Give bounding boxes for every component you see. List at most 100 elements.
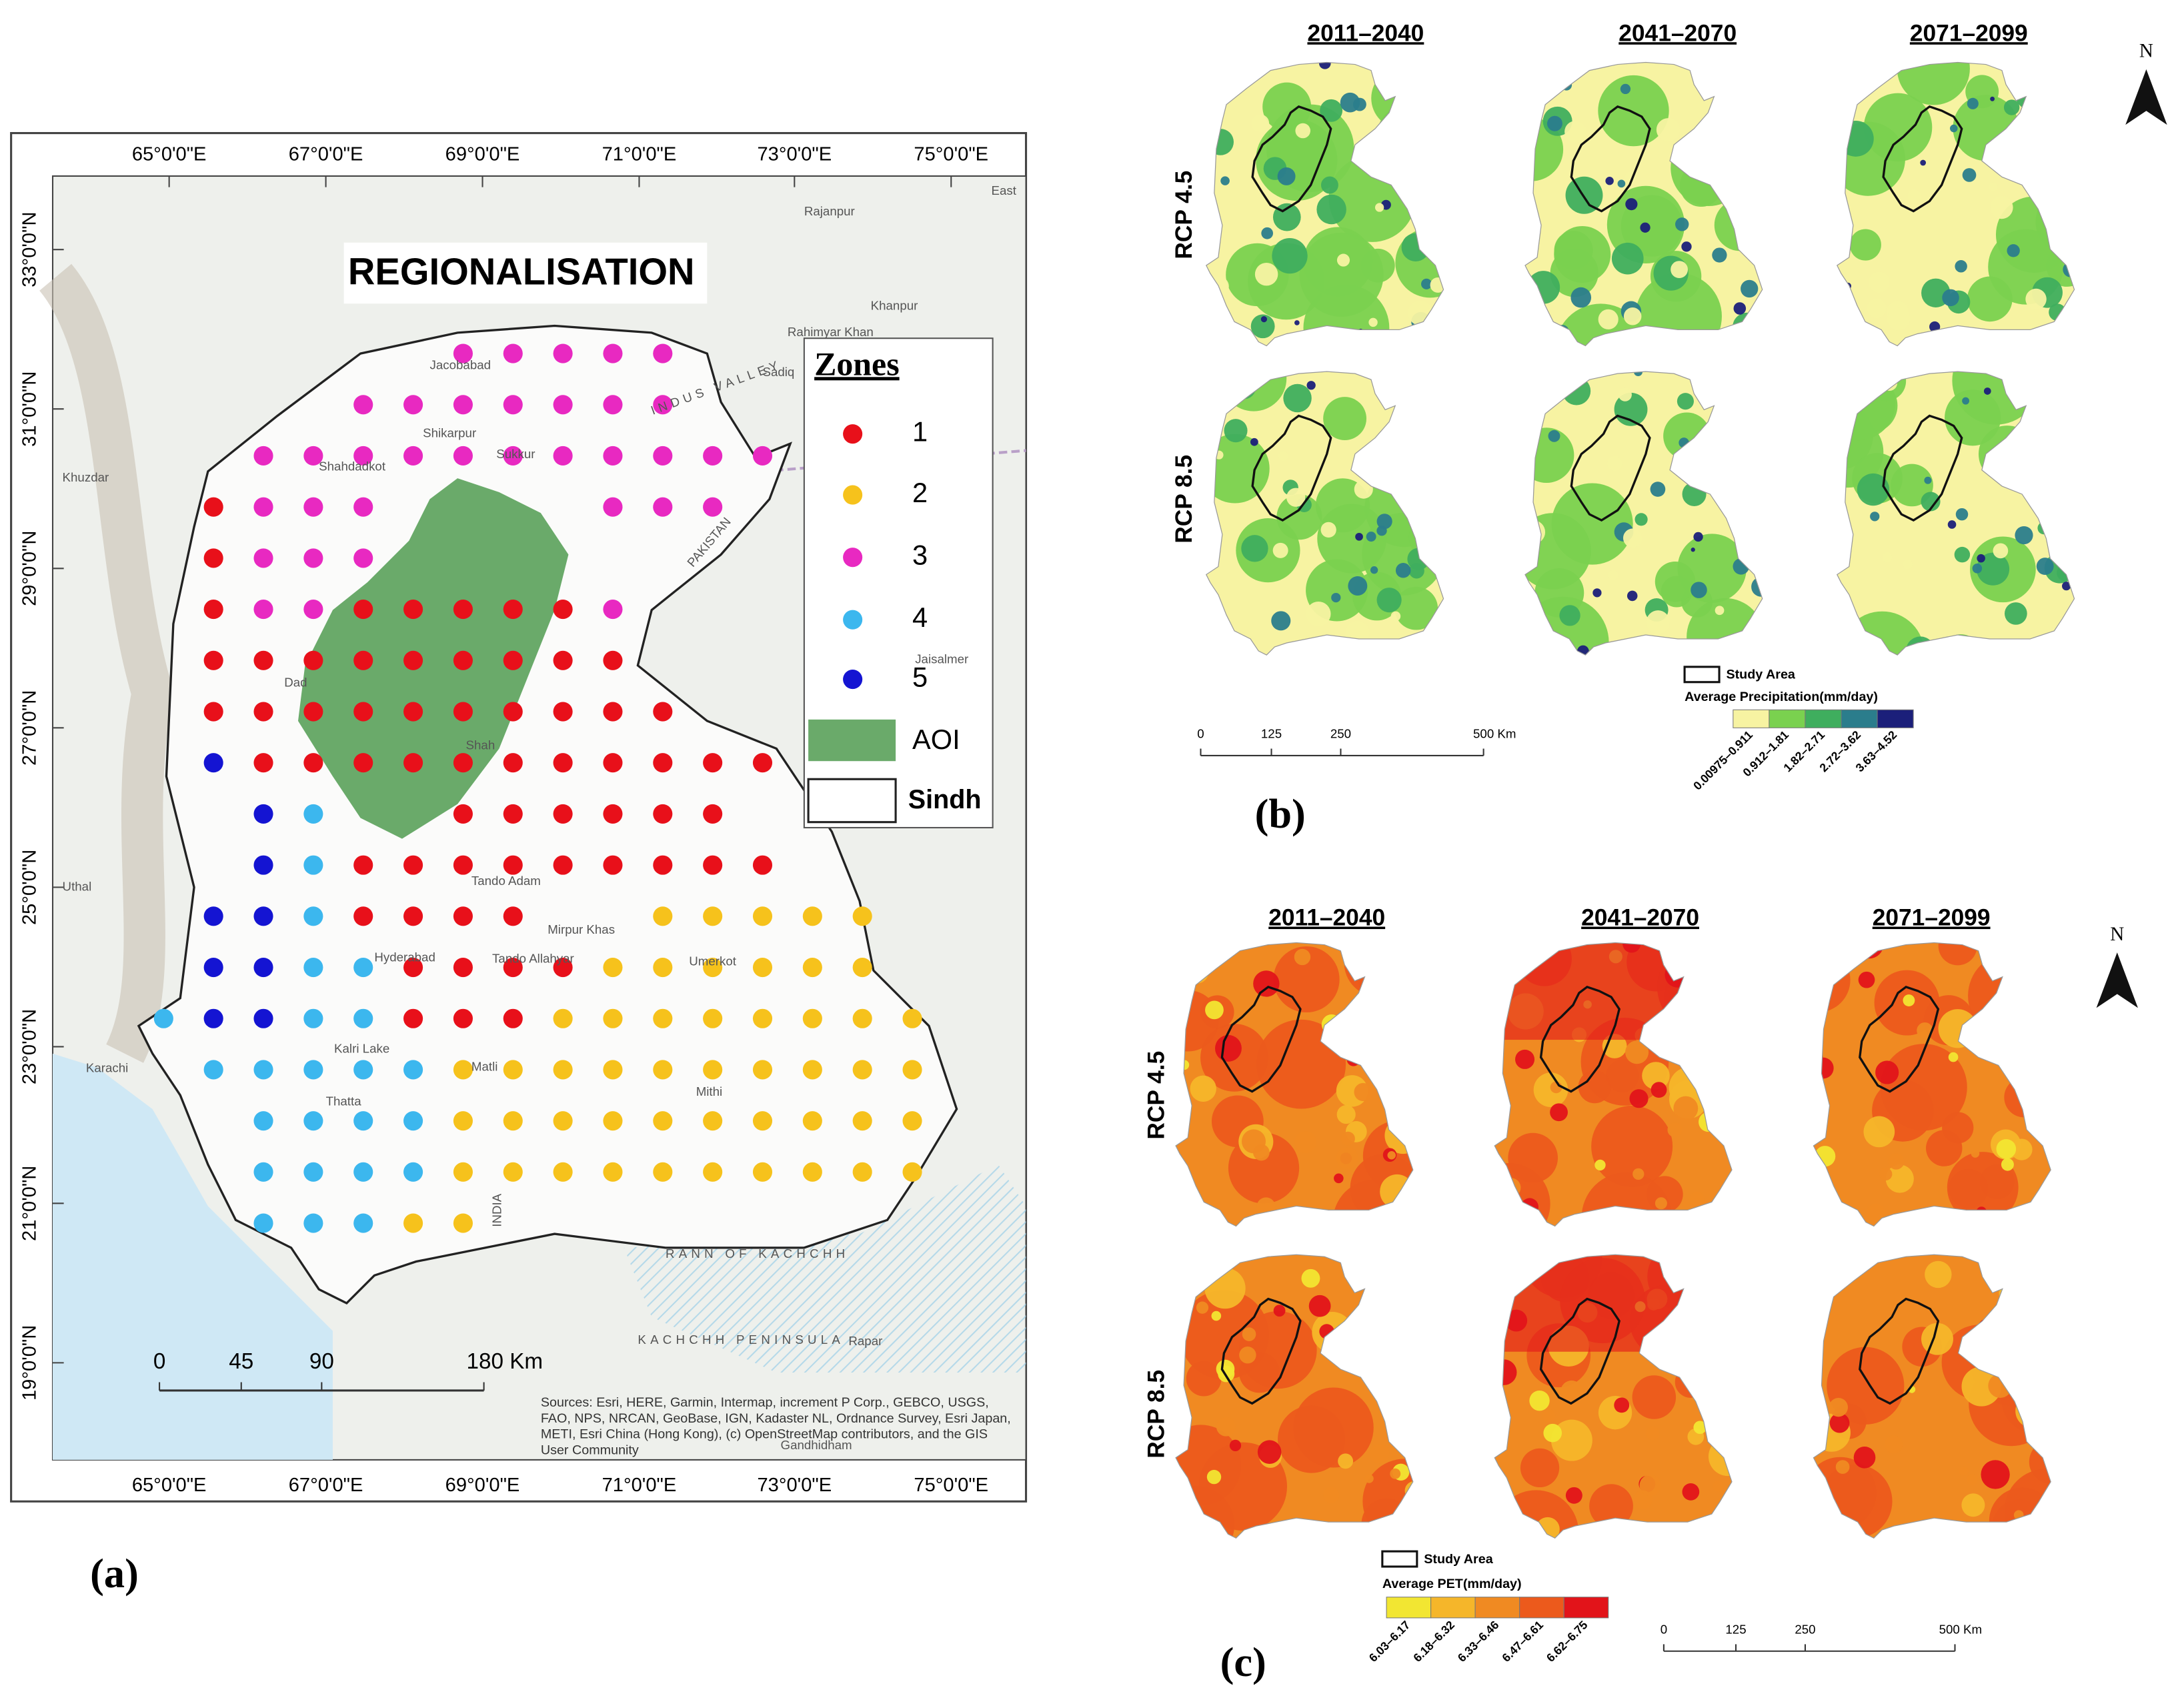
raster-patch xyxy=(1524,639,1538,656)
raster-patch xyxy=(1926,1130,1963,1166)
zone-point xyxy=(553,1060,573,1080)
raster-patch xyxy=(2029,474,2049,494)
raster-patch xyxy=(1968,952,2051,1039)
legend-swatch xyxy=(1841,709,1878,728)
raster-patch xyxy=(1316,194,1346,225)
zone-point xyxy=(553,753,573,773)
place-label: INDIA xyxy=(489,1193,503,1226)
study-area xyxy=(1570,105,1651,213)
zone-point xyxy=(353,1213,373,1233)
raster-patch xyxy=(1598,62,1605,67)
raster-patch xyxy=(1675,1366,1707,1398)
raster-patch xyxy=(1983,387,1991,395)
scale-label: 0 xyxy=(1197,727,1204,741)
raster-patch xyxy=(1837,531,1845,538)
raster-patch xyxy=(1592,588,1602,598)
raster-patch xyxy=(1295,123,1311,139)
raster-patch xyxy=(2033,91,2075,135)
raster-patch xyxy=(1942,289,1959,307)
zone-point xyxy=(503,855,523,875)
raster-patch xyxy=(1733,558,1750,575)
raster-patch xyxy=(1306,602,1331,626)
place-label: Uthal xyxy=(63,879,92,893)
raster-patch xyxy=(1741,279,1759,298)
raster-patch xyxy=(1576,645,1589,656)
raster-patch xyxy=(1206,618,1217,628)
zone-point xyxy=(403,1111,423,1131)
legend-swatch xyxy=(1519,1597,1564,1619)
raster-patch xyxy=(1632,1375,1677,1419)
raster-patch xyxy=(1882,552,1893,562)
raster-patch xyxy=(1875,1060,1899,1084)
raster-patch xyxy=(1735,371,1763,413)
province-outline xyxy=(1494,1254,1733,1539)
raster xyxy=(1813,942,2051,1226)
raster-patch xyxy=(1526,271,1560,304)
zone-point xyxy=(603,600,623,620)
zone-point xyxy=(703,855,723,875)
scale-label: 45 xyxy=(229,1349,253,1374)
raster-patch xyxy=(1494,942,1732,1040)
zone-point xyxy=(553,343,573,363)
raster-patch xyxy=(1598,75,1669,147)
raster-patch xyxy=(1701,1391,1720,1409)
legend-marker xyxy=(843,670,863,690)
zone-point xyxy=(303,600,323,620)
zone-point xyxy=(553,702,573,722)
zone-point xyxy=(403,957,423,978)
north-arrow xyxy=(2125,69,2167,125)
raster-patch xyxy=(1949,1168,1989,1208)
rann xyxy=(624,1164,1026,1373)
scale-label: 500 Km xyxy=(1939,1623,1982,1637)
zone-point xyxy=(703,1162,723,1182)
raster-patch xyxy=(1176,1425,1242,1506)
zone-point xyxy=(203,497,223,517)
raster-patch xyxy=(1751,576,1763,597)
raster-patch xyxy=(1402,966,1413,977)
raster-patch xyxy=(1548,430,1560,442)
lat-label: 31°0'0"N xyxy=(19,371,40,447)
raster-patch xyxy=(1546,115,1562,131)
raster-patch xyxy=(1176,1210,1191,1226)
scenario-label: RCP 8.5 xyxy=(1171,455,1197,544)
raster-patch xyxy=(1336,253,1350,267)
raster-patch xyxy=(1515,1049,1535,1069)
zone-point xyxy=(453,1213,473,1233)
legend-label: 2 xyxy=(912,477,928,508)
raster xyxy=(1494,942,1732,1226)
province-outline xyxy=(1836,371,2075,656)
raster-patch xyxy=(1751,488,1763,516)
raster-patch xyxy=(1729,418,1740,430)
zone-point xyxy=(503,650,523,670)
raster-patch xyxy=(1759,164,1763,169)
raster-patch xyxy=(1211,1311,1222,1321)
province-outline xyxy=(1836,61,2075,347)
raster-patch xyxy=(1345,621,1370,646)
raster xyxy=(1206,371,1444,656)
raster-patch xyxy=(1494,1391,1502,1405)
legend-marker xyxy=(843,485,863,505)
zone-point xyxy=(453,1162,473,1182)
province-outline xyxy=(1175,1254,1414,1539)
legend-swatch xyxy=(1474,1597,1520,1619)
legend-swatch xyxy=(1386,1597,1432,1619)
raster-patch xyxy=(1591,1105,1673,1187)
raster-patch xyxy=(1578,1070,1611,1104)
raster-patch xyxy=(1938,1009,1977,1048)
zone-point xyxy=(553,446,573,466)
zone-point xyxy=(303,702,323,722)
panel-label: (b) xyxy=(1255,791,1306,837)
zone-point xyxy=(802,1111,822,1131)
study-area xyxy=(1251,414,1332,522)
zone-point xyxy=(503,1060,523,1080)
raster-patch xyxy=(2001,1158,2014,1171)
province-outline xyxy=(1175,942,1414,1227)
attribution: METI, Esri China (Hong Kong), (c) OpenSt… xyxy=(541,1427,988,1442)
raster-patch xyxy=(1562,377,1591,405)
raster-patch xyxy=(1699,1112,1719,1132)
raster-patch xyxy=(2028,974,2042,989)
scale-label: 90 xyxy=(309,1349,334,1374)
raster-patch xyxy=(1176,1499,1220,1539)
zone-point xyxy=(703,957,723,978)
